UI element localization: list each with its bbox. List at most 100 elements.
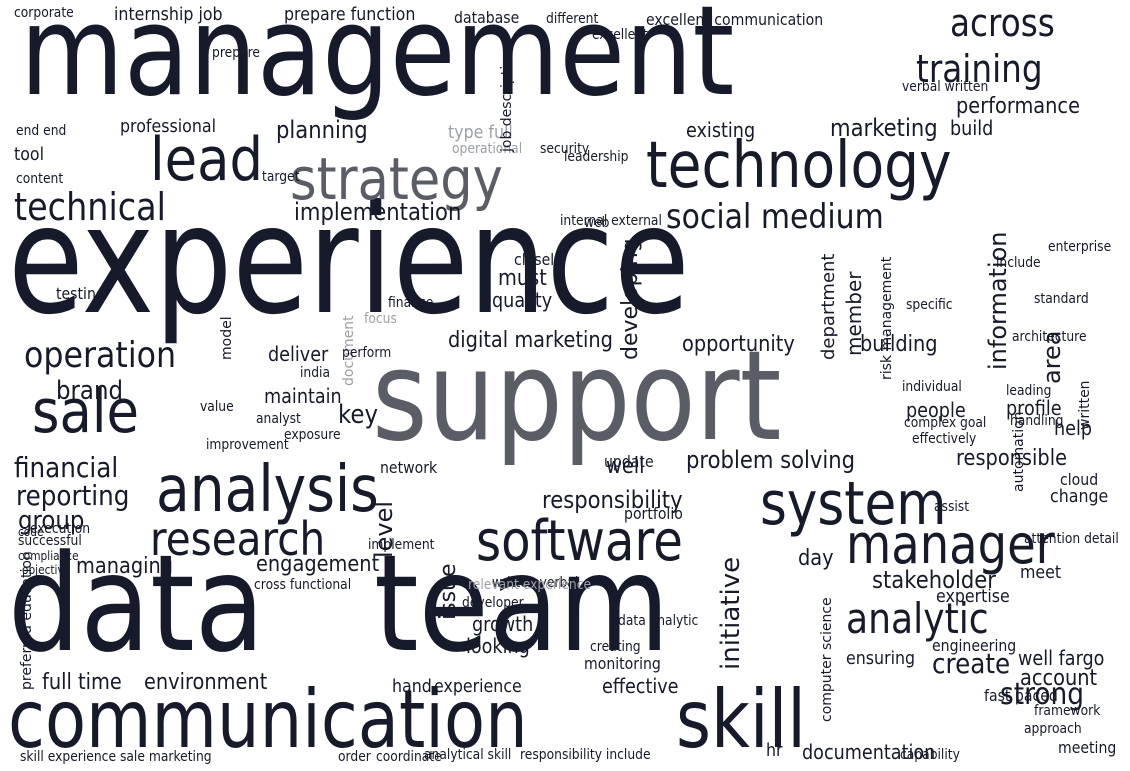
cloud-word: marketing [830, 114, 938, 142]
cloud-word: risk management [879, 256, 895, 380]
cloud-word: skill [676, 673, 806, 766]
cloud-word: engineering [932, 636, 1017, 655]
cloud-word: expertise [936, 586, 1010, 607]
cloud-word: leading [1006, 383, 1052, 399]
cloud-word: network [380, 458, 438, 477]
cloud-word: financial [14, 451, 119, 484]
cloud-word: key [338, 400, 379, 430]
cloud-word: monitoring [584, 654, 661, 673]
cloud-word: architecture [1012, 329, 1087, 345]
cloud-word: analytical skill [424, 747, 512, 763]
cloud-word: help [1054, 416, 1093, 440]
cloud-word: leadership [564, 149, 629, 165]
cloud-word: support [372, 325, 782, 469]
cloud-word: strong [1000, 677, 1085, 712]
cloud-word: perform [342, 345, 392, 361]
cloud-word: portfolio [624, 504, 683, 523]
cloud-word: prepare [212, 45, 260, 61]
cloud-word: effective [602, 674, 679, 698]
cloud-word: model [219, 316, 235, 360]
cloud-word: department [818, 253, 839, 361]
cloud-word: responsibility include [520, 747, 651, 763]
cloud-word: effectively [912, 431, 977, 447]
cloud-word: issue [436, 563, 461, 620]
cloud-word: growth [472, 612, 534, 636]
cloud-word: implement [368, 537, 435, 553]
cloud-word: data analytic [618, 613, 699, 629]
cloud-word: experience [8, 174, 690, 348]
cloud-word: member [842, 271, 866, 357]
cloud-word: include [996, 255, 1041, 271]
cloud-word: enterprise [1048, 239, 1112, 255]
cloud-word: focus [364, 311, 397, 327]
cloud-word: communication [8, 673, 528, 766]
cloud-word: compliance [18, 549, 79, 563]
cloud-word: hr [766, 740, 783, 761]
cloud-word: assist [934, 499, 970, 515]
cloud-word: day [798, 546, 834, 571]
cloud-word: internal external [560, 213, 662, 229]
cloud-word: social medium [666, 197, 884, 237]
cloud-word: cross functional [254, 577, 352, 593]
cloud-word: meeting [1058, 738, 1117, 757]
cloud-word: developing [618, 238, 643, 360]
cloud-word: improvement [206, 437, 289, 453]
cloud-word: india [300, 365, 331, 381]
cloud-word: individual [902, 379, 962, 395]
cloud-word: managing [76, 554, 174, 579]
cloud-word: experience [434, 676, 522, 697]
cloud-word: code [18, 525, 44, 539]
cloud-word: maintain [264, 384, 342, 408]
cloud-word: technology [646, 129, 952, 203]
cloud-word: verbal written [902, 79, 989, 95]
cloud-word: looking [466, 634, 530, 658]
cloud-word: corporate [14, 5, 74, 21]
cloud-word: implementation [294, 198, 462, 226]
cloud-word: full time [42, 670, 122, 695]
cloud-word: coordinate [376, 749, 442, 765]
cloud-word: engagement [256, 552, 380, 577]
cloud-word: data [8, 526, 265, 682]
cloud-word: excellent communication [646, 10, 824, 29]
cloud-word: analysis [156, 453, 379, 527]
cloud-word: developer [462, 595, 524, 611]
cloud-word: handling [1010, 413, 1064, 429]
cloud-word: well [606, 454, 645, 479]
cloud-word: across [950, 1, 1055, 45]
cloud-word: operation [24, 335, 177, 376]
cloud-word: quality [492, 288, 553, 312]
cloud-word: execution [30, 521, 91, 537]
cloud-word: skill experience sale marketing [20, 749, 212, 765]
cloud-word: computer science [819, 597, 835, 722]
cloud-word: research [150, 512, 326, 566]
cloud-word: update [604, 452, 654, 471]
cloud-word: planning [276, 116, 368, 144]
cloud-word: objective [22, 563, 71, 577]
cloud-word: excellent [592, 27, 648, 43]
cloud-word: reporting [16, 479, 130, 512]
cloud-word: building [860, 332, 938, 357]
cloud-word: testing [56, 284, 105, 303]
cloud-word: analytic [846, 594, 989, 643]
cloud-word: hand [392, 676, 432, 697]
cloud-word: type full [448, 122, 513, 143]
cloud-word: lead [150, 125, 264, 195]
cloud-word: responsible [956, 446, 1067, 471]
cloud-word: brand [56, 376, 123, 406]
cloud-word: prepare function [284, 4, 416, 25]
cloud-word: end end [16, 123, 67, 139]
cloud-word: preferred education [19, 551, 35, 690]
cloud-word: management [20, 0, 735, 124]
cloud-word: job description [499, 48, 515, 152]
cloud-word: finance [388, 295, 434, 311]
cloud-word: existing [686, 118, 756, 142]
cloud-word: different [546, 11, 599, 27]
cloud-word: deliver [268, 342, 329, 366]
cloud-word: framework [1034, 703, 1101, 719]
cloud-word: web [584, 215, 610, 231]
cloud-word: database [454, 8, 520, 27]
cloud-word: create [932, 647, 1011, 680]
cloud-word: software [476, 509, 683, 574]
cloud-word: written verbal [492, 575, 579, 591]
